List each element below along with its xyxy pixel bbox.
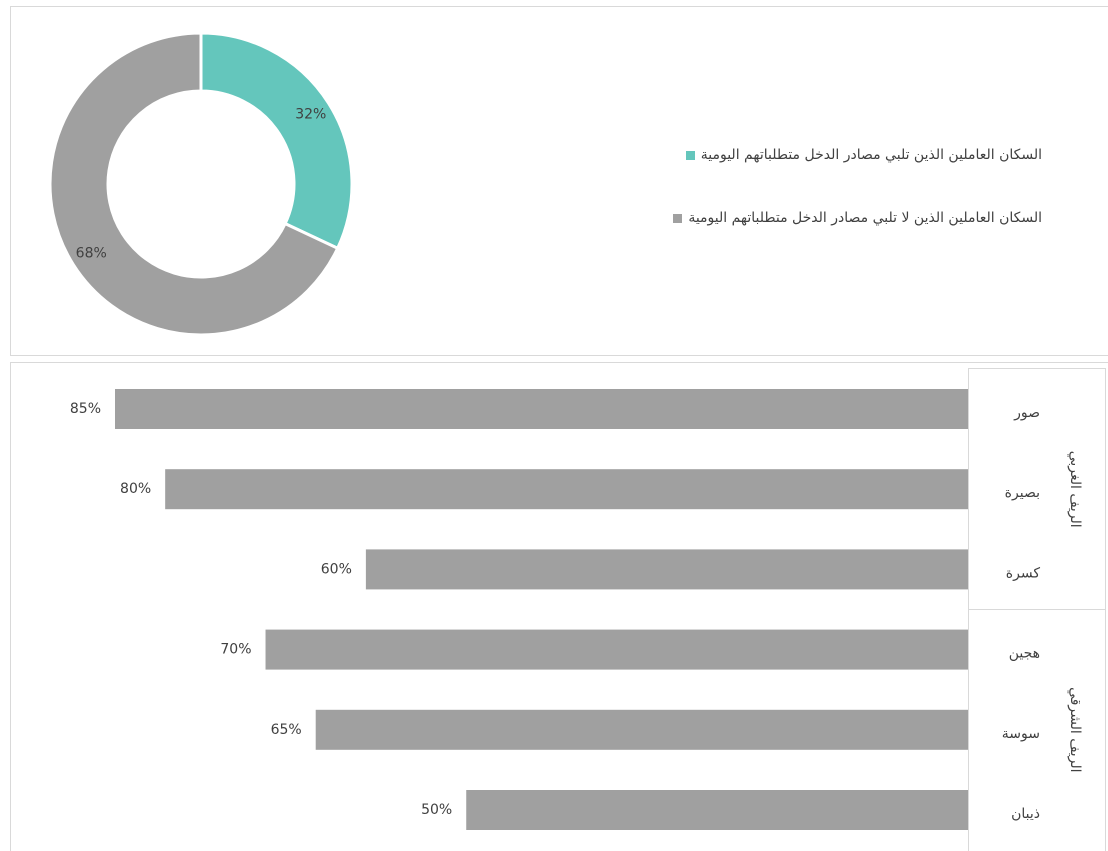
category-label: بصيرة	[1005, 485, 1040, 501]
category-label: سوسة	[1002, 726, 1040, 742]
bar	[115, 389, 968, 429]
category-label: كسرة	[1006, 565, 1041, 581]
category-label: صور	[1013, 405, 1040, 421]
bar	[315, 709, 968, 750]
legend-swatch	[673, 213, 683, 223]
donut-slice	[48, 31, 340, 337]
bar	[365, 549, 969, 590]
group-label: الريف الغربي	[1067, 451, 1083, 528]
panel-border	[10, 6, 1108, 356]
bar	[265, 629, 968, 670]
data-label: 65%	[271, 722, 302, 738]
data-label: 70%	[220, 642, 251, 658]
legend-label: السكان العاملين الذين لا تلبي مصادر الدخ…	[688, 210, 1042, 226]
legend-item: السكان العاملين الذين تلبي مصادر الدخل م…	[685, 147, 1042, 163]
bar	[165, 469, 969, 510]
data-label: 50%	[421, 802, 452, 818]
data-label: 60%	[321, 561, 352, 577]
bar	[466, 790, 968, 830]
data-label: 85%	[70, 401, 101, 417]
donut-slice	[199, 31, 354, 251]
data-label: 32%	[295, 106, 326, 122]
category-label: هجين	[1009, 646, 1040, 662]
legend-label: السكان العاملين الذين تلبي مصادر الدخل م…	[700, 147, 1042, 163]
data-label: 68%	[76, 246, 107, 262]
legend-swatch	[685, 150, 695, 160]
group-label: الريف الشرقي	[1067, 687, 1083, 772]
data-label: 80%	[120, 481, 151, 497]
category-label: ذيبان	[1011, 806, 1040, 822]
legend-item: السكان العاملين الذين لا تلبي مصادر الدخ…	[673, 210, 1042, 226]
